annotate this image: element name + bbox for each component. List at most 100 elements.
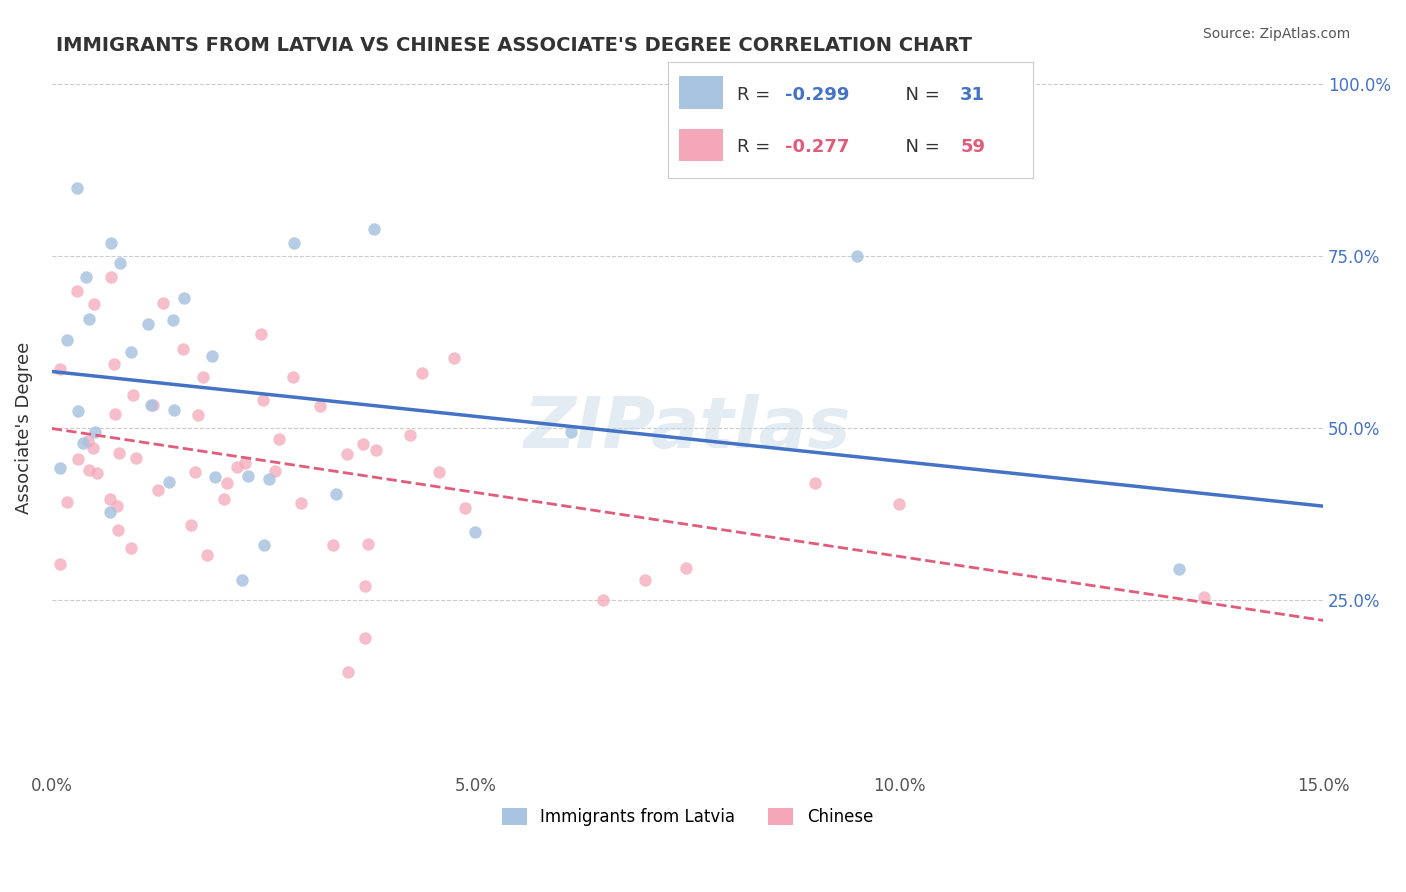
Point [139,398,162,412]
Text: -0.277: -0.277 [785,138,849,156]
Point [77,311,100,326]
Text: R =: R = [737,138,776,156]
Point [173,291,195,305]
Point [352,437,374,451]
Point [98,492,121,507]
Point [86,466,108,480]
Point [803,476,825,491]
Bar [679,128,723,161]
Point [560,425,582,440]
Text: ZIPatlas: ZIPatlas [524,393,851,463]
Point [172,342,194,356]
Text: N =: N = [894,86,946,103]
Text: R =: R = [737,86,776,103]
Point [107,523,129,537]
Point [105,500,128,514]
Point [214,492,236,507]
Point [66,180,89,194]
Point [464,524,486,539]
Y-axis label: Associate's Degree: Associate's Degree [15,343,32,515]
Point [66,403,89,417]
Point [122,388,145,402]
Point [55,495,77,509]
Point [157,475,180,490]
Point [201,350,224,364]
Point [411,366,433,380]
Point [108,446,131,460]
Point [98,505,121,519]
Point [233,456,256,470]
Point [257,472,280,486]
Point [184,465,207,479]
Point [336,447,359,461]
Point [454,501,477,516]
Point [846,249,869,263]
Point [592,593,614,607]
Point [72,436,94,450]
Point [67,452,90,467]
Point [163,402,186,417]
Point [49,461,72,475]
Point [148,483,170,497]
Point [281,369,304,384]
Point [108,256,131,270]
Point [162,313,184,327]
Point [357,537,380,551]
Point [120,345,142,359]
Point [1168,562,1191,576]
Text: Source: ZipAtlas.com: Source: ZipAtlas.com [1202,27,1350,41]
Point [290,496,312,510]
Point [49,557,72,571]
Point [83,297,105,311]
Point [84,425,107,439]
Point [215,475,238,490]
Legend: Immigrants from Latvia, Chinese: Immigrants from Latvia, Chinese [495,801,880,832]
Point [325,487,347,501]
Point [195,548,218,562]
Text: -0.299: -0.299 [785,86,849,103]
Point [75,270,97,285]
Point [253,538,276,552]
Point [103,357,125,371]
Point [120,541,142,555]
Point [76,434,98,449]
Point [309,399,332,413]
Point [236,469,259,483]
Point [180,517,202,532]
Point [152,296,174,310]
Point [399,427,422,442]
Point [82,441,104,455]
Point [49,362,72,376]
Point [267,432,290,446]
Point [429,466,451,480]
Bar [679,77,723,109]
Point [136,317,159,331]
Point [77,463,100,477]
Point [354,631,377,645]
Point [100,270,122,285]
Point [100,235,122,250]
Point [66,284,89,298]
Text: 31: 31 [960,86,986,103]
Point [56,334,79,348]
Point [364,442,387,457]
Point [225,460,247,475]
Point [142,398,165,412]
Point [125,450,148,465]
Point [443,351,465,365]
Point [1194,590,1216,604]
Point [104,407,127,421]
Point [187,408,209,422]
Text: 59: 59 [960,138,986,156]
Point [252,392,274,407]
Point [231,573,253,587]
Point [675,561,697,575]
Point [322,538,344,552]
Point [337,665,360,680]
Point [193,369,215,384]
Point [204,470,226,484]
Point [283,236,305,251]
Point [263,464,285,478]
Point [363,222,385,236]
Text: N =: N = [894,138,946,156]
